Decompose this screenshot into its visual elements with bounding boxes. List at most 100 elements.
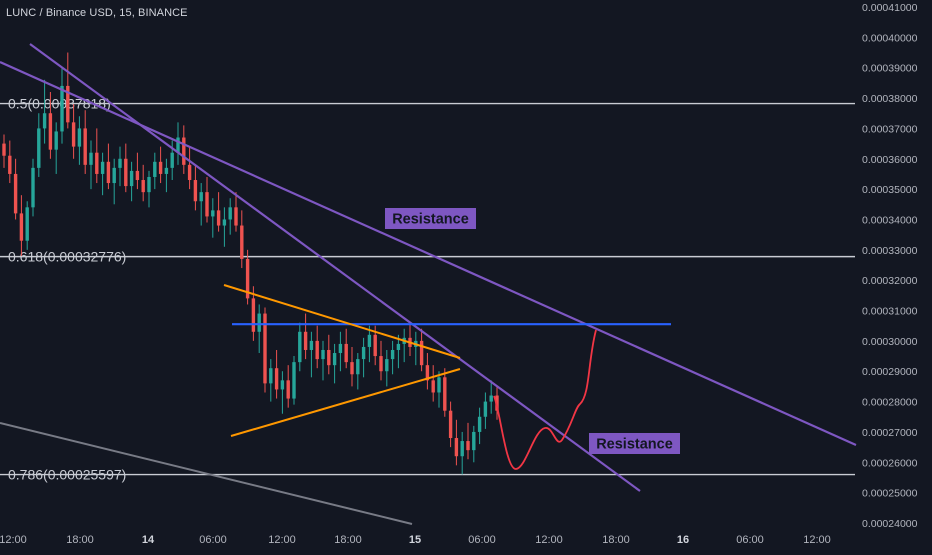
candle-body xyxy=(205,192,209,217)
trendline-resistance xyxy=(0,60,857,447)
fib-label: 0.786(0.00025597) xyxy=(8,467,126,483)
candle-body xyxy=(234,207,238,226)
y-tick-label: 0.00034000 xyxy=(862,214,918,226)
candle-body xyxy=(8,155,12,174)
candle-body xyxy=(199,192,203,202)
candle-body xyxy=(373,334,377,357)
candle-body xyxy=(483,401,488,417)
candle-body xyxy=(141,180,145,193)
candle-body xyxy=(379,356,383,372)
y-tick-label: 0.00028000 xyxy=(862,397,918,409)
x-tick-label: 06:00 xyxy=(199,534,227,546)
resistance-label-bg xyxy=(385,208,476,229)
candle-body xyxy=(129,170,134,187)
candle-body xyxy=(419,340,424,366)
x-tick-label: 16 xyxy=(677,534,689,546)
candle-body xyxy=(147,176,151,193)
candle-body xyxy=(390,349,395,360)
candle-body xyxy=(385,359,389,372)
candle-body xyxy=(95,152,99,174)
x-tick-label: 15 xyxy=(409,534,421,546)
candle-body xyxy=(222,219,227,226)
x-tick-label: 18:00 xyxy=(66,534,94,546)
candle-body xyxy=(25,207,29,241)
x-tick-label: 14 xyxy=(142,534,155,546)
candle-body xyxy=(367,334,372,347)
candle-body xyxy=(37,128,41,168)
candle-body xyxy=(240,225,244,259)
triangle-lower xyxy=(230,368,461,437)
labels: Resistance Resistance xyxy=(385,208,680,454)
candle-body xyxy=(448,410,453,439)
x-tick-label: 06:00 xyxy=(736,534,764,546)
candle-body xyxy=(431,380,435,393)
y-tick-label: 0.00039000 xyxy=(862,63,918,75)
channel-line xyxy=(0,422,413,525)
axes: 0.00041000 0.00040000 0.00039000 0.00038000… xyxy=(0,2,918,546)
candle-body xyxy=(83,128,87,165)
y-tick-label: 0.00027000 xyxy=(862,427,918,439)
candle-body xyxy=(460,441,464,457)
candle-body xyxy=(356,359,360,375)
x-tick-label: 12:00 xyxy=(268,534,296,546)
candle-body xyxy=(321,349,325,360)
candle-body xyxy=(280,380,285,390)
y-tick-label: 0.00025000 xyxy=(862,488,918,500)
x-tick-label: 12:00 xyxy=(803,534,831,546)
candle-body xyxy=(361,346,366,360)
y-tick-label: 0.00037000 xyxy=(862,123,918,135)
y-tick-label: 0.00040000 xyxy=(862,32,918,44)
candle-body xyxy=(216,210,221,226)
candle-body xyxy=(170,152,174,168)
y-tick-label: 0.00024000 xyxy=(862,518,918,530)
y-tick-label: 0.00029000 xyxy=(862,366,918,378)
candle-body xyxy=(89,152,93,165)
candle-body xyxy=(71,122,76,147)
candle-body xyxy=(60,85,64,132)
candle-body xyxy=(158,161,163,174)
candle-body xyxy=(298,331,302,363)
candle-body xyxy=(187,164,192,181)
resistance-label: Resistance xyxy=(589,433,680,454)
y-tick-label: 0.00030000 xyxy=(862,336,918,348)
candle-body xyxy=(211,210,215,217)
candle-body xyxy=(350,362,354,375)
y-tick-label: 0.00035000 xyxy=(862,184,918,196)
candle-body xyxy=(315,340,319,360)
resistance-label-text: Resistance xyxy=(392,212,469,228)
y-tick-label: 0.00032000 xyxy=(862,275,918,287)
candle-body xyxy=(327,349,331,366)
resistance-label-bg xyxy=(589,433,680,454)
candle-body xyxy=(13,173,18,214)
candle-body xyxy=(425,365,430,381)
candle-body xyxy=(228,207,232,220)
x-tick-label: 06:00 xyxy=(468,534,496,546)
candle-body xyxy=(454,438,459,457)
x-tick-label: 12:00 xyxy=(535,534,563,546)
candle-body xyxy=(112,167,116,184)
x-tick-label: 12:00 xyxy=(0,534,27,546)
candle-body xyxy=(100,161,105,174)
candle-body xyxy=(443,377,447,411)
candle-body xyxy=(477,416,482,432)
candle-body xyxy=(48,113,53,150)
candle-body xyxy=(309,340,314,350)
candle-body xyxy=(251,298,256,332)
candle-body xyxy=(182,137,186,165)
y-tick-label: 0.00026000 xyxy=(862,457,918,469)
candle-body xyxy=(164,167,169,174)
candle-body xyxy=(466,441,470,451)
candle-body xyxy=(472,431,476,451)
candle-body xyxy=(66,85,70,123)
triangle-upper xyxy=(223,284,461,359)
candle-body xyxy=(124,158,128,187)
candle-body xyxy=(344,343,348,363)
symbol-title: LUNC / Binance USD, 15, BINANCE xyxy=(6,7,188,19)
candle-body xyxy=(437,377,441,393)
y-tick-label: 0.00038000 xyxy=(862,93,918,105)
candle-body xyxy=(31,167,35,208)
y-tick-label: 0.00041000 xyxy=(862,2,918,14)
candle-body xyxy=(19,213,24,241)
